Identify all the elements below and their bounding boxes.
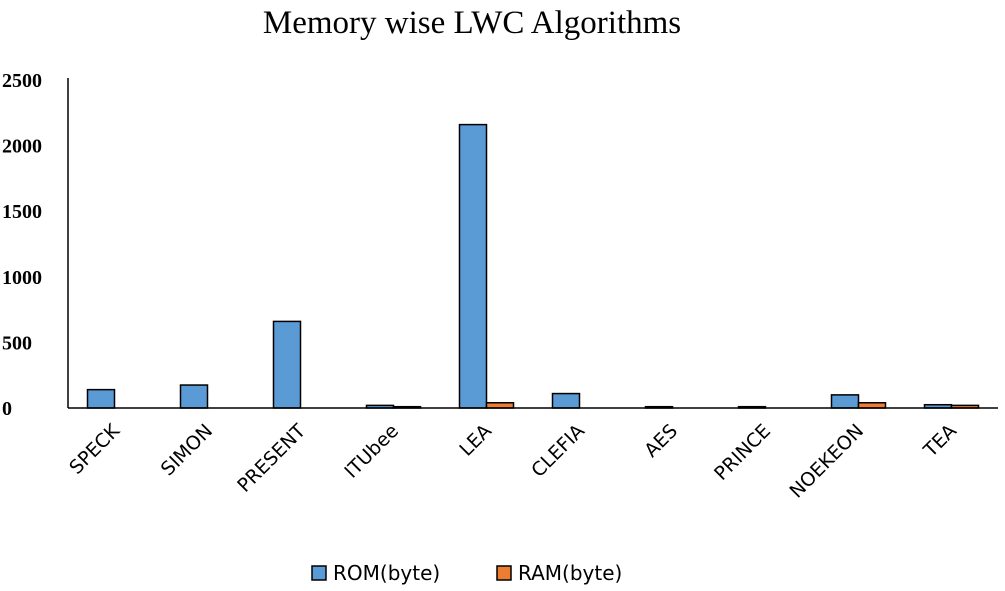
legend-label: RAM(byte): [518, 561, 622, 585]
chart-title: Memory wise LWC Algorithms: [263, 5, 681, 41]
y-tick-label: 2500: [2, 70, 42, 92]
x-tick-label: SIMON: [157, 420, 217, 480]
x-tick-label: TEA: [919, 420, 961, 462]
y-tick-label: 1000: [2, 267, 42, 289]
bar-ram-byte-noekeon: [857, 402, 887, 409]
bar-ram-byte-lea: [485, 402, 515, 409]
x-tick-label: SPECK: [65, 420, 124, 479]
x-tick-label: PRESENT: [233, 420, 310, 497]
y-tick-label: 0: [2, 398, 12, 420]
x-tick-label: CLEFIA: [527, 420, 589, 482]
bar-rom-byte-simon: [179, 384, 209, 409]
legend-swatch: [311, 565, 327, 581]
y-tick-label: 1500: [2, 201, 42, 223]
y-axis: 0 500 1000 1500 2000 2500: [2, 70, 69, 420]
y-tick-label: 500: [2, 332, 32, 354]
x-tick-label: LEA: [455, 420, 496, 461]
x-tick-label: ITUbee: [340, 420, 403, 483]
bars: [86, 123, 980, 409]
x-tick-label: AES: [640, 420, 682, 462]
x-tick-label: PRINCE: [710, 420, 775, 485]
bar-rom-byte-noekeon: [830, 394, 860, 409]
bar-rom-byte-lea: [458, 123, 488, 409]
legend-label: ROM(byte): [333, 561, 440, 585]
x-axis: SPECK SIMON PRESENT ITUbee LEA CLEFIA AES PRINC…: [65, 407, 998, 503]
y-tick-label: 2000: [2, 136, 42, 158]
bar-rom-byte-clefia: [551, 392, 581, 409]
bar-rom-byte-speck: [86, 388, 116, 409]
bar-rom-byte-present: [272, 320, 302, 409]
x-tick-label: NOEKEON: [785, 420, 868, 503]
legend: ROM(byte) RAM(byte): [311, 561, 622, 585]
legend-swatch: [496, 565, 512, 581]
